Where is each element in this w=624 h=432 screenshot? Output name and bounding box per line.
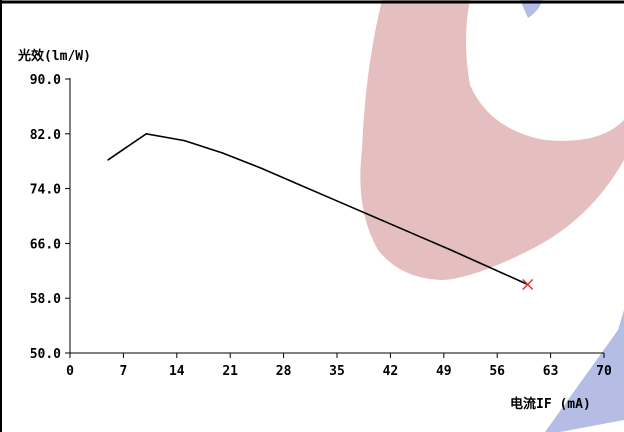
data-point [374, 216, 376, 219]
data-point [336, 200, 338, 202]
data-point [488, 266, 491, 269]
efficiency-line [107, 132, 529, 286]
data-point [450, 249, 453, 252]
x-tick-label: 21 [222, 364, 238, 379]
watermark-blue-streak [545, 310, 624, 432]
x-tick-label: 14 [169, 364, 185, 379]
data-point [183, 139, 186, 142]
watermark-red-swoosh [360, 0, 624, 280]
data-point [298, 183, 300, 186]
x-tick-label: 42 [383, 364, 399, 379]
data-point [412, 233, 415, 235]
watermark [360, 0, 624, 432]
x-tick-label: 70 [596, 364, 612, 379]
x-tick-label: 7 [119, 364, 127, 379]
watermark-blue-arc [520, 0, 542, 18]
data-point [221, 152, 224, 154]
x-tick-label: 56 [489, 364, 505, 379]
y-tick-label: 90.0 [30, 73, 61, 88]
y-tick-label: 66.0 [30, 237, 61, 252]
x-tick-label: 0 [66, 364, 74, 379]
y-tick-label: 58.0 [30, 292, 61, 307]
data-point [107, 159, 109, 161]
x-tick-label: 49 [436, 364, 452, 379]
x-axis-title: 电流IF (mA) [510, 396, 591, 412]
x-tick-label: 35 [329, 364, 345, 379]
data-point [259, 167, 262, 169]
end-marker-stroke [522, 278, 534, 291]
data-point [145, 133, 148, 135]
y-tick-label: 50.0 [30, 347, 61, 362]
x-tick-label: 28 [276, 364, 292, 379]
x-tick-label: 63 [543, 364, 559, 379]
y-tick-label: 82.0 [30, 128, 61, 143]
y-tick-label: 74.0 [30, 183, 61, 198]
y-axis-title: 光效(lm/W) [17, 48, 91, 64]
